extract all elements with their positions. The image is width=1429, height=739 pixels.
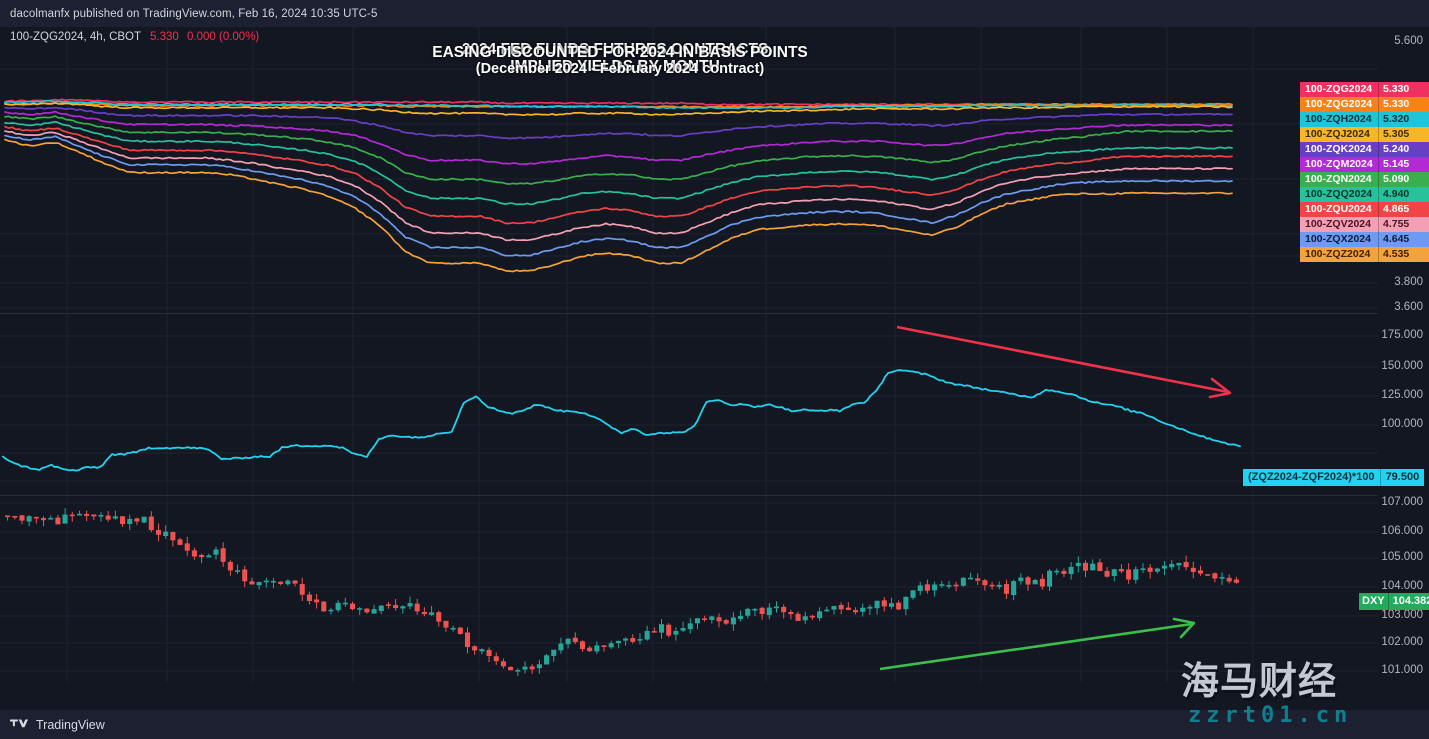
legend-series-value: 5.145 <box>1378 157 1429 172</box>
spread-title-line1: EASING DISCOUNTED FOR 2024 IN BASIS POIN… <box>432 44 808 61</box>
dxy-trend-arrow <box>879 617 1196 671</box>
legend-chip[interactable]: 100-ZQV2024 4.755 <box>1300 217 1429 232</box>
series-legend[interactable]: 100-ZQG2024 5.330 100-ZQG2024 5.330 100-ZQH2… <box>1300 82 1429 262</box>
legend-series-value: 5.330 <box>1378 97 1429 112</box>
spread-series-group <box>2 369 1241 472</box>
yields-pane-title: 2024 FED FUNDS FUTURES CONTRACTS IMPLIED… <box>310 41 920 76</box>
legend-chip[interactable]: 100-ZQG2024 5.330 <box>1300 97 1429 112</box>
price-axis-label: 100.000 <box>1381 418 1423 430</box>
footer-brand-text: TradingView <box>36 717 105 732</box>
dxy-candles-group <box>5 508 1239 676</box>
tradingview-logo[interactable]: TradingView <box>10 718 105 732</box>
legend-series-name: 100-ZQZ2024 <box>1305 248 1371 260</box>
price-axis-label: 3.800 <box>1394 276 1423 288</box>
legend-series-value: 5.240 <box>1378 142 1429 157</box>
legend-series-name: 100-ZQK2024 <box>1305 143 1372 155</box>
legend-series-name: 100-ZQX2024 <box>1305 233 1371 245</box>
plot-canvas[interactable] <box>0 27 1378 682</box>
price-axis-label: 106.000 <box>1381 525 1423 537</box>
legend-series-value: 4.940 <box>1378 187 1429 202</box>
legend-series-name: 100-ZQG2024 <box>1305 98 1373 110</box>
dxy-value: 104.382 <box>1387 593 1429 610</box>
legend-series-value: 4.865 <box>1378 202 1429 217</box>
spread-pane-title: EASING DISCOUNTED FOR 2024 IN BASIS POIN… <box>300 44 940 78</box>
tradingview-glyph-icon <box>10 719 29 728</box>
spread-title-line2: (December 2024 - February 2024 contract) <box>475 61 765 78</box>
legend-series-name: 100-ZQM2024 <box>1305 158 1373 170</box>
legend-chip[interactable]: 100-ZQJ2024 5.305 <box>1300 127 1429 142</box>
legend-chip[interactable]: 100-ZQG2024 5.330 <box>1300 82 1429 97</box>
ticker-last-price: 5.330 <box>150 31 179 43</box>
legend-series-name: 100-ZQN2024 <box>1305 173 1372 185</box>
price-axis-label: 101.000 <box>1381 664 1423 676</box>
legend-series-name: 100-ZQU2024 <box>1305 203 1372 215</box>
spread-series-name: (ZQZ2024-ZQF2024)*100 <box>1243 469 1380 486</box>
legend-chip[interactable]: 100-ZQX2024 4.645 <box>1300 232 1429 247</box>
dxy-value-tag[interactable]: DXY 104.382 <box>1359 593 1429 610</box>
yields-title-line1: 2024 FED FUNDS FUTURES CONTRACTS <box>461 41 769 58</box>
legend-series-name: 100-ZQJ2024 <box>1305 128 1370 140</box>
yields-title-line2: IMPLIED YIELDS BY MONTH <box>510 58 720 76</box>
ticker-symbol: 100-ZQG2024, 4h, CBOT <box>10 31 141 43</box>
legend-series-name: 100-ZQQ2024 <box>1305 188 1373 200</box>
price-axis-label: 104.000 <box>1381 580 1423 592</box>
legend-series-value: 4.755 <box>1378 217 1429 232</box>
ticker-status-line[interactable]: 100-ZQG2024, 4h, CBOT 5.330 0.000 (0.00%… <box>10 31 259 43</box>
price-axis-label: 3.600 <box>1394 301 1423 313</box>
price-axis-label: 105.000 <box>1381 551 1423 563</box>
publisher-bar: dacolmanfx published on TradingView.com,… <box>0 0 1429 27</box>
plot-svg <box>0 27 1378 682</box>
spread-series-value: 79.500 <box>1379 469 1425 486</box>
pane-separator-2 <box>0 495 1429 496</box>
pane-separator-1 <box>0 313 1429 314</box>
ticker-change: 0.000 (0.00%) <box>187 31 260 43</box>
footer-bar: TradingView <box>0 710 1429 739</box>
spread-trend-arrow <box>896 325 1232 399</box>
legend-chip[interactable]: 100-ZQM2024 5.145 <box>1300 157 1429 172</box>
legend-series-value: 4.645 <box>1378 232 1429 247</box>
publisher-text: dacolmanfx published on TradingView.com,… <box>10 7 378 20</box>
legend-series-name: 100-ZQV2024 <box>1305 218 1371 230</box>
watermark-url: zzrt01.cn <box>1188 703 1353 728</box>
price-axis-label: 102.000 <box>1381 636 1423 648</box>
legend-series-value: 5.330 <box>1378 82 1429 97</box>
legend-series-value: 4.535 <box>1378 247 1429 262</box>
price-axis-label: 107.000 <box>1381 496 1423 508</box>
legend-chip[interactable]: 100-ZQH2024 5.320 <box>1300 112 1429 127</box>
price-axis-label: 150.000 <box>1381 360 1423 372</box>
yield-series-group <box>4 98 1233 273</box>
dxy-symbol: DXY <box>1359 593 1388 610</box>
legend-series-value: 5.305 <box>1378 127 1429 142</box>
legend-series-name: 100-ZQG2024 <box>1305 83 1373 95</box>
price-axis-label: 125.000 <box>1381 389 1423 401</box>
legend-chip[interactable]: 100-ZQQ2024 4.940 <box>1300 187 1429 202</box>
price-axis-label: 5.600 <box>1394 35 1423 47</box>
price-axis-label: 103.000 <box>1381 609 1423 621</box>
legend-chip[interactable]: 100-ZQK2024 5.240 <box>1300 142 1429 157</box>
legend-chip[interactable]: 100-ZQN2024 5.090 <box>1300 172 1429 187</box>
legend-series-value: 5.090 <box>1378 172 1429 187</box>
spread-value-tag[interactable]: (ZQZ2024-ZQF2024)*100 79.500 <box>1243 469 1425 486</box>
chart-area[interactable]: 100-ZQG2024, 4h, CBOT 5.330 0.000 (0.00%… <box>0 27 1429 737</box>
legend-series-value: 5.320 <box>1378 112 1429 127</box>
legend-chip[interactable]: 100-ZQU2024 4.865 <box>1300 202 1429 217</box>
legend-series-name: 100-ZQH2024 <box>1305 113 1372 125</box>
price-axis-label: 175.000 <box>1381 329 1423 341</box>
legend-chip[interactable]: 100-ZQZ2024 4.535 <box>1300 247 1429 262</box>
